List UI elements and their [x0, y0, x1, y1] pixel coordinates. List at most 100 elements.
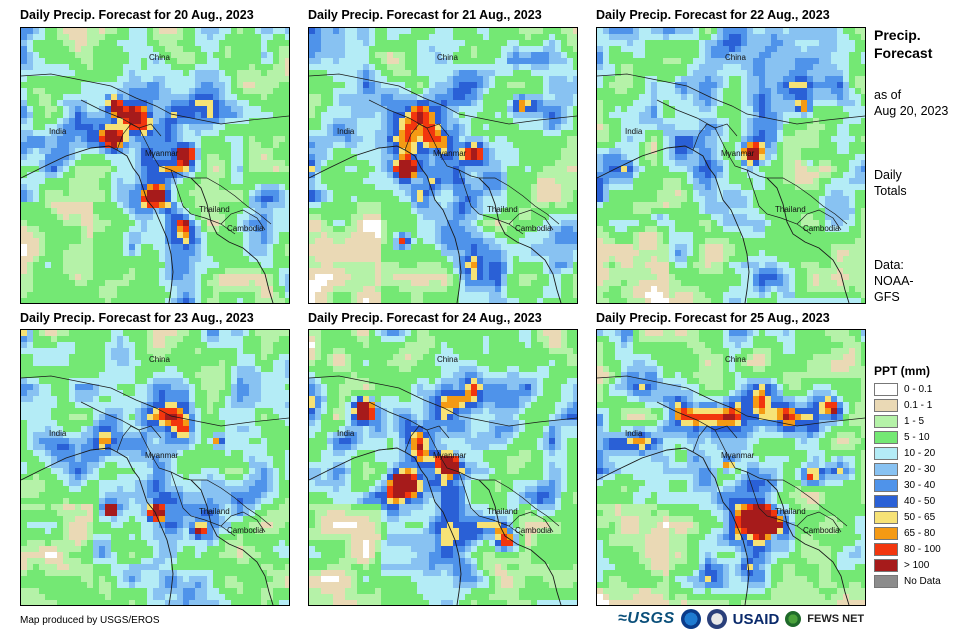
precip-cell [87, 274, 93, 280]
precip-cell [267, 280, 273, 286]
precip-cell [717, 268, 723, 274]
precip-cell [69, 450, 75, 456]
precip-cell [141, 396, 147, 402]
precip-cell [33, 354, 39, 360]
precip-cell [159, 250, 165, 256]
precip-cell [33, 52, 39, 58]
precip-cell [459, 178, 465, 184]
precip-cell [789, 172, 795, 178]
precip-cell [561, 88, 567, 94]
precip-cell [387, 82, 393, 88]
precip-cell [51, 330, 57, 336]
precip-cell [135, 34, 141, 40]
precip-cell [111, 342, 117, 348]
precip-cell [267, 52, 273, 58]
precip-cell [33, 426, 39, 432]
precip-cell [447, 166, 453, 172]
precip-cell [705, 184, 711, 190]
precip-cell [21, 58, 27, 64]
precip-cell [399, 166, 405, 172]
precip-cell [213, 444, 219, 450]
precip-cell [561, 178, 567, 184]
precip-cell [123, 172, 129, 178]
precip-cell [141, 46, 147, 52]
precip-cell [633, 34, 639, 40]
precip-cell [765, 70, 771, 76]
precip-cell [195, 154, 201, 160]
precip-cell [285, 64, 289, 70]
precip-cell [675, 34, 681, 40]
precip-cell [321, 112, 327, 118]
precip-cell [213, 88, 219, 94]
precip-cell [465, 82, 471, 88]
precip-cell [165, 208, 171, 214]
precip-cell [429, 196, 435, 202]
precip-cell [207, 124, 213, 130]
precip-cell [699, 112, 705, 118]
precip-cell [453, 262, 459, 268]
precip-cell [111, 94, 117, 100]
precip-cell [627, 28, 633, 34]
precip-cell [165, 262, 171, 268]
precip-cell [255, 154, 261, 160]
precip-cell [27, 226, 33, 232]
precip-cell [843, 202, 849, 208]
precip-cell [699, 70, 705, 76]
precip-cell [687, 88, 693, 94]
precip-cell [741, 196, 747, 202]
precip-cell [837, 88, 843, 94]
precip-cell [783, 280, 789, 286]
precip-cell [561, 154, 567, 160]
precip-cell [753, 70, 759, 76]
precip-cell [63, 348, 69, 354]
precip-cell [645, 142, 651, 148]
precip-cell [765, 136, 771, 142]
precip-cell [165, 426, 171, 432]
precip-cell [129, 432, 135, 438]
precip-cell [45, 420, 51, 426]
precip-cell [675, 178, 681, 184]
precip-cell [93, 172, 99, 178]
precip-cell [657, 232, 663, 238]
precip-cell [423, 70, 429, 76]
precip-cell [147, 94, 153, 100]
precip-cell [81, 106, 87, 112]
precip-cell [309, 280, 315, 286]
precip-cell [441, 208, 447, 214]
precip-cell [621, 118, 627, 124]
precip-cell [471, 178, 477, 184]
precip-cell [765, 76, 771, 82]
precip-cell [459, 268, 465, 274]
precip-cell [717, 136, 723, 142]
precip-cell [477, 244, 483, 250]
precip-cell [459, 124, 465, 130]
precip-cell [87, 444, 93, 450]
precip-cell [195, 420, 201, 426]
precip-cell [81, 244, 87, 250]
precip-cell [741, 148, 747, 154]
precip-cell [27, 106, 33, 112]
precip-cell [549, 130, 555, 136]
precip-cell [411, 160, 417, 166]
precip-cell [471, 172, 477, 178]
precip-cell [183, 274, 189, 280]
precip-cell [807, 172, 813, 178]
precip-cell [621, 184, 627, 190]
precip-cell [795, 136, 801, 142]
precip-cell [141, 184, 147, 190]
precip-cell [45, 106, 51, 112]
precip-cell [369, 292, 375, 298]
precip-cell [369, 28, 375, 34]
precip-cell [183, 130, 189, 136]
precip-cell [345, 130, 351, 136]
precip-cell [171, 408, 177, 414]
precip-cell [423, 64, 429, 70]
precip-cell [669, 82, 675, 88]
precip-cell [861, 76, 865, 82]
precip-cell [555, 250, 561, 256]
precip-cell [267, 34, 273, 40]
precip-cell [423, 178, 429, 184]
precip-cell [669, 226, 675, 232]
precip-cell [327, 190, 333, 196]
precip-cell [717, 250, 723, 256]
